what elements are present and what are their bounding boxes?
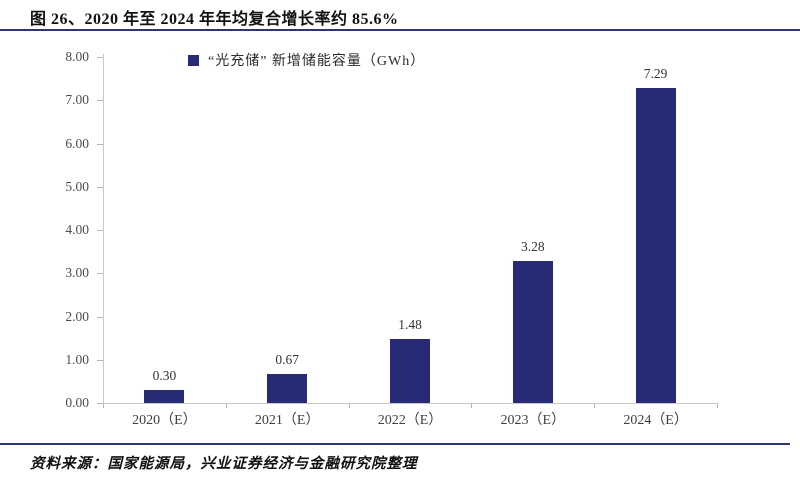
y-axis-tick bbox=[97, 186, 103, 188]
bar-2022（E） bbox=[390, 339, 430, 403]
x-axis-category-label: 2021（E） bbox=[254, 413, 320, 428]
bar-2021（E） bbox=[267, 374, 308, 403]
bar-2020（E） bbox=[144, 390, 185, 403]
y-axis-tick-label: 1.00 bbox=[65, 351, 89, 367]
x-axis-category-label: 2022（E） bbox=[377, 413, 443, 428]
source-divider bbox=[0, 443, 790, 445]
y-axis-tick-label: 3.00 bbox=[65, 265, 89, 281]
x-axis-tick bbox=[103, 403, 104, 408]
bar-value-label: 1.48 bbox=[398, 317, 422, 332]
y-axis-tick bbox=[97, 143, 103, 145]
y-axis-tick bbox=[97, 316, 103, 318]
legend-square-icon bbox=[188, 54, 199, 66]
y-axis-tick-label: 0.00 bbox=[65, 395, 89, 410]
y-axis-tick bbox=[97, 57, 103, 58]
x-axis-tick bbox=[594, 403, 596, 408]
bar-2023（E） bbox=[512, 261, 553, 403]
x-axis-category-label: 2020（E） bbox=[132, 413, 197, 428]
y-axis-tick-label: 7.00 bbox=[65, 92, 89, 108]
bar-2024（E） bbox=[635, 88, 676, 403]
x-axis-line bbox=[103, 403, 717, 404]
bar-value-label: 7.29 bbox=[643, 66, 668, 81]
source-note: 资料来源：国家能源局，兴业证券经济与金融研究院整理 bbox=[30, 456, 418, 472]
chart-legend: “光充储” 新增储能容量（GWh） bbox=[188, 50, 425, 70]
x-axis-category-label: 2024（E） bbox=[623, 413, 688, 428]
y-axis-tick-label: 6.00 bbox=[65, 135, 89, 151]
y-axis-tick-label: 2.00 bbox=[65, 308, 89, 324]
x-axis-tick bbox=[348, 403, 350, 408]
title-divider bbox=[0, 29, 800, 31]
y-axis-tick bbox=[97, 403, 103, 404]
y-axis-tick-label: 5.00 bbox=[65, 178, 89, 194]
x-axis-tick bbox=[225, 403, 227, 408]
y-axis-line bbox=[103, 54, 104, 406]
bar-chart-plot-area: 0.00 1.00 2.00 3.00 4.00 5.00 6.00 7.00 8.00 0.30… bbox=[65, 49, 718, 428]
y-axis-tick-label: 8.00 bbox=[65, 49, 89, 64]
figure-title: 图 26、2020 年至 2024 年年均复合增长率约 85.6% bbox=[30, 11, 399, 28]
y-axis-tick-label: 4.00 bbox=[65, 222, 89, 237]
y-axis-tick bbox=[97, 100, 103, 102]
y-axis-tick bbox=[97, 230, 103, 231]
y-axis-tick bbox=[97, 273, 103, 275]
bar-value-label: 0.67 bbox=[275, 352, 299, 367]
x-axis-tick bbox=[471, 403, 473, 408]
bar-value-label: 3.28 bbox=[520, 239, 545, 254]
bar-value-label: 0.30 bbox=[152, 368, 177, 383]
legend-label: “光充储” 新增储能容量（GWh） bbox=[208, 54, 426, 69]
x-axis-tick bbox=[717, 403, 718, 408]
x-axis-category-label: 2023（E） bbox=[500, 413, 566, 428]
y-axis-tick bbox=[97, 359, 103, 361]
